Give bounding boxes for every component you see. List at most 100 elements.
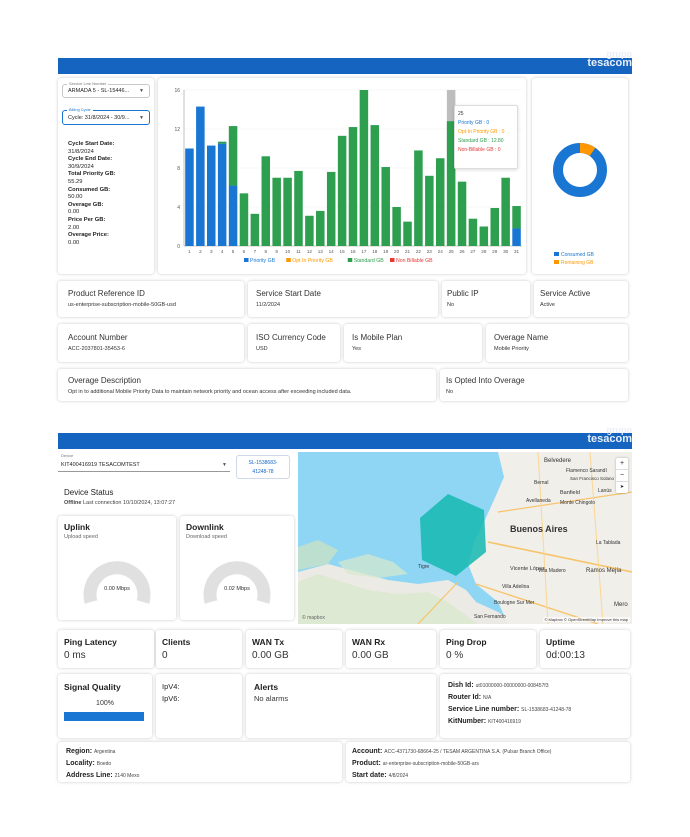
brand-logo: grupo tesacom	[587, 425, 632, 445]
bar-segment	[370, 125, 380, 246]
dish-id-row: Dish Id: ut01000000-00000000-008457f3	[448, 682, 549, 689]
legend-remaining: Remaining GB	[554, 259, 594, 267]
x-tick-label: 30	[503, 249, 509, 254]
legend-swatch	[286, 258, 291, 262]
x-tick-label: 6	[243, 249, 246, 254]
service-line-link-button[interactable]: SL-1538683- 41248-78	[236, 455, 290, 479]
map-place-label: Mero	[614, 602, 628, 608]
legend-swatch	[554, 260, 559, 264]
legend-label: Opt In Priority GB	[292, 258, 333, 264]
field-title: Service Active	[540, 289, 591, 298]
field-title: Public IP	[447, 289, 479, 298]
location-list: Region: Argentina Locality: Boedo Addres…	[66, 746, 139, 782]
bar-segment	[217, 141, 227, 144]
bar-segment	[272, 177, 281, 246]
x-tick-label: 19	[383, 249, 389, 254]
x-tick-label: 9	[275, 249, 278, 254]
stat-title: Ping Drop	[446, 637, 487, 647]
field-title: ISO Currency Code	[256, 333, 326, 342]
service-line-label: Service Line Number	[67, 81, 109, 86]
field-value: Yes	[352, 346, 361, 352]
x-tick-label: 14	[329, 249, 335, 254]
billing-cycle-value: Cycle: 31/8/2024 - 30/9...	[68, 114, 130, 121]
legend-swatch	[244, 258, 249, 262]
stat-value: 0d:00:13	[546, 650, 585, 661]
device-status-title: Device Status	[64, 488, 114, 497]
status-state: Offline	[64, 500, 82, 506]
tooltip-standard: Standard GB : 12.80	[458, 138, 504, 144]
stat-card: Clients 0	[156, 630, 242, 668]
map-place-label: San Francisco Solano	[570, 476, 615, 481]
iso-currency-card: ISO Currency Code USD	[248, 324, 340, 362]
x-tick-label: 25	[449, 249, 455, 254]
signal-bar-track	[64, 712, 144, 721]
zoom-in-button[interactable]: +	[619, 460, 625, 467]
map-view[interactable]: + − ➤ Belvedere Flamenco Sarandí San Franc…	[298, 452, 632, 624]
device-label: Device	[61, 453, 74, 458]
field-title: Product Reference ID	[68, 289, 145, 298]
bar-segment	[359, 90, 369, 246]
field-title: Is Opted Into Overage	[446, 376, 525, 385]
legend-label: Non Billable GB	[396, 258, 433, 264]
x-tick-label: 3	[210, 249, 213, 254]
bar-segment	[435, 158, 445, 246]
overage-price-label: Overage Price:	[68, 232, 109, 239]
overage-name-card: Overage Name Mobile Priority	[486, 324, 628, 362]
bar-segment	[207, 145, 216, 246]
bar-segment	[250, 213, 260, 246]
billing-cycle-select[interactable]: Billing Cycle Cycle: 31/8/2024 - 30/9...…	[62, 107, 150, 125]
uplink-title: Uplink	[64, 522, 90, 532]
map-place-label: Bernal	[534, 480, 549, 486]
y-tick-label: 12	[174, 127, 180, 133]
alerts-card: Alerts No alarms	[246, 674, 436, 738]
x-tick-label: 20	[394, 249, 400, 254]
x-tick-label: 11	[296, 249, 301, 254]
start-date-row: Start date: 4/8/2024	[352, 772, 409, 779]
x-tick-label: 17	[361, 249, 367, 254]
locality-row: Locality: Boedo	[66, 760, 112, 767]
bar-segment	[217, 143, 227, 246]
bar-segment	[294, 170, 303, 246]
device-select[interactable]: Device KIT400416919 TESACOMTEST ▼	[58, 452, 230, 472]
billing-cycle-label: Billing Cycle	[67, 107, 93, 112]
device-value: KIT400416919 TESACOMTEST	[61, 462, 140, 468]
compass-icon[interactable]: ➤	[616, 481, 628, 493]
service-active-card: Service Active Active	[534, 281, 628, 317]
x-tick-label: 29	[492, 249, 498, 254]
map-attribution[interactable]: © Mapbox © OpenStreetMap Improve this ma…	[542, 617, 630, 622]
legend-swatch	[347, 258, 353, 262]
service-line-select[interactable]: Service Line Number ARMADA 5 - SL-15446.…	[62, 81, 150, 98]
zoom-out-button[interactable]: −	[616, 469, 628, 481]
map-place-label: Villa Adelina	[502, 584, 530, 590]
ipv4-label: IpV4:	[162, 682, 180, 691]
map-place-label: Villa Madero	[538, 568, 566, 574]
field-title: Service Start Date	[256, 289, 321, 298]
price-per-gb-label: Price Per GB:	[68, 216, 106, 223]
location-card: Region: Argentina Locality: Boedo Addres…	[58, 742, 342, 782]
field-value: 11/2/2024	[256, 302, 281, 308]
field-title: Is Mobile Plan	[352, 333, 403, 342]
downlink-title: Downlink	[186, 522, 224, 532]
x-tick-label: 28	[481, 249, 487, 254]
x-tick-label: 1	[188, 249, 191, 254]
chevron-down-icon: ▼	[139, 88, 144, 94]
signal-bar-fill	[64, 712, 144, 721]
mapbox-logo: © mapbox	[302, 615, 325, 621]
tooltip-priority: Priority GB : 0	[458, 120, 490, 126]
bar-segment	[305, 215, 314, 246]
billing-filter-card: Service Line Number ARMADA 5 - SL-15446.…	[58, 78, 154, 274]
bar-segment	[512, 206, 521, 229]
bar-segment	[239, 193, 249, 246]
consumed-label: Consumed GB:	[68, 186, 111, 193]
uplink-card: Uplink Upload speed 0.00 Mbps	[58, 516, 176, 620]
kit-number-row: KitNumber: KIT400416919	[448, 718, 521, 725]
bar-segment	[316, 210, 325, 246]
cycle-info-list: Cycle Start Date: 31/8/2024 Cycle End Da…	[68, 141, 150, 247]
service-start-card: Service Start Date 11/2/2024	[248, 281, 438, 317]
bar-segment	[228, 126, 238, 186]
stat-value: 0 ms	[64, 650, 86, 661]
legend-consumed: Consumed GB	[554, 251, 594, 259]
daily-usage-chart-card: 0 4 8 12 16 1 2 3 4 5 6 7 8 9 10 11 12 13 14 15 16 17 18 19 20 21…	[158, 78, 526, 274]
stat-card: Ping Latency 0 ms	[58, 630, 154, 668]
stat-card: Uptime 0d:00:13	[540, 630, 630, 668]
